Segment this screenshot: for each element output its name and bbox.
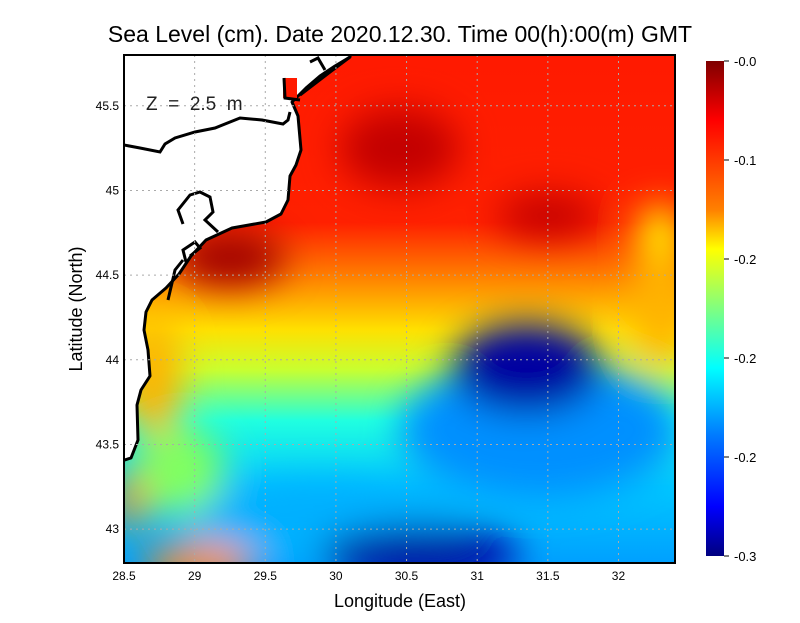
colorbar-tick-label: -0.2: [734, 351, 756, 366]
y-tick-label: 45.5: [96, 99, 120, 113]
colorbar-tick-label: -0.3: [734, 549, 756, 564]
grid: [124, 55, 675, 563]
x-tick-label: 31.5: [536, 569, 560, 583]
feature-high-31.5: [497, 193, 598, 238]
coastline-north: [282, 55, 351, 102]
x-tick-label: 31: [471, 569, 485, 583]
colorbar-tick-label: -0.2: [734, 252, 756, 267]
plot-frame: [123, 54, 676, 564]
land-mass: [124, 55, 352, 462]
colorbar-tick-label: -0.1: [734, 153, 756, 168]
feature-low-south: [320, 526, 521, 563]
feature-orange-east: [632, 254, 675, 364]
field-shading: [145, 543, 255, 563]
y-tick-label: 44.5: [96, 268, 120, 282]
x-tick-label: 32: [612, 569, 626, 583]
x-tick-label: 30.5: [395, 569, 419, 583]
y-tick-label: 45: [106, 183, 120, 197]
x-tick-label: 29: [188, 569, 202, 583]
heatmap-field: [124, 55, 675, 563]
x-tick-label: 30: [329, 569, 343, 583]
isolated-cell: [283, 78, 297, 98]
coastline-lagoon: [124, 111, 292, 301]
field-shading: [638, 205, 675, 265]
x-axis-label: Longitude (East): [334, 591, 466, 611]
field-shading: [124, 470, 145, 530]
depth-annotation: Z = 2.5 m: [146, 94, 243, 115]
y-tick-label: 43.5: [96, 437, 120, 451]
y-tick-label: 43: [106, 522, 120, 536]
y-axis-label: Latitude (North): [66, 246, 86, 371]
colorbar-tick-label: -0.2: [734, 450, 756, 465]
x-tick-label: 29.5: [254, 569, 278, 583]
chart-title: Sea Level (cm). Date 2020.12.30. Time 00…: [108, 21, 692, 47]
colorbar: [706, 61, 724, 556]
y-tick-label: 44: [106, 353, 120, 367]
colorbar-tick-label: -0.0: [734, 54, 756, 69]
feature-high-north: [339, 108, 460, 189]
field-shading: [135, 425, 225, 515]
x-tick-label: 28.5: [112, 569, 136, 583]
feature-low-central: [451, 323, 602, 414]
